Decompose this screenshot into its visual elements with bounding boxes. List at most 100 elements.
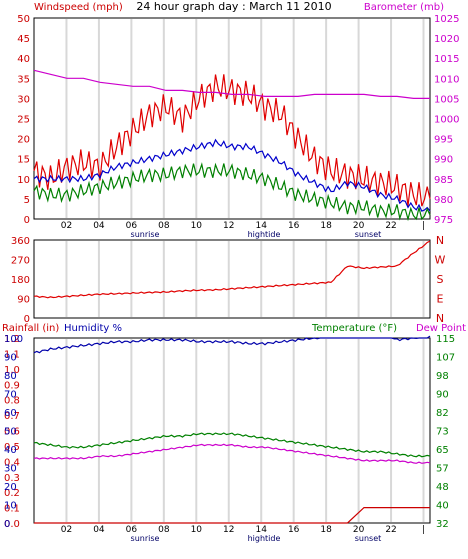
panel3-dew-label: Dew Point <box>416 323 466 334</box>
panel1-time-tick: 10 <box>191 221 203 231</box>
panel1-right-tick: 995 <box>434 135 453 146</box>
panel3-temp-tick: 48 <box>436 482 449 493</box>
panel3-temp-tick: 32 <box>436 519 449 530</box>
panel3-temp-tick: 90 <box>436 390 449 401</box>
panel1-left-tick: 40 <box>17 54 30 65</box>
panel3-series-dewpoint <box>33 443 431 464</box>
panel1-time-tick: 18 <box>320 221 332 231</box>
panel1-time-tick: 08 <box>158 221 170 231</box>
panel3-event-label: sunrise <box>131 534 160 543</box>
panel3-rain-tick: 0.6 <box>4 427 20 438</box>
panel1-time-tick: 02 <box>61 221 72 231</box>
panel1-series-wind-blue <box>33 138 431 212</box>
panel3-frame <box>33 337 431 524</box>
panel1-right-tick: 1010 <box>434 74 459 85</box>
panel1-event-label: hightide <box>248 230 281 239</box>
panel3-humidity-tick: 30 <box>4 464 17 475</box>
panel1-right-tick: 980 <box>434 195 453 206</box>
panel2-right-tick: N <box>436 312 444 325</box>
panel1-time-tick: 16 <box>288 221 300 231</box>
panel3-rain-tick: 0.1 <box>4 504 20 515</box>
panel3-humidity-tick: 70 <box>4 390 17 401</box>
panel3-humidity-tick: 90 <box>4 353 17 364</box>
panel3-time-tick: 06 <box>126 525 138 535</box>
panel3-humidity-tick: 50 <box>4 427 17 438</box>
panel2-left-tick: 0 <box>24 314 30 325</box>
panel3-temp-tick: 98 <box>436 371 449 382</box>
panel1-series-wind-red <box>33 74 431 207</box>
panel3-time-tick: 16 <box>288 525 300 535</box>
panel3-rain-tick: 0.9 <box>4 380 20 391</box>
panel3-time-tick: 20 <box>353 525 365 535</box>
panel1-left-tick: 0 <box>24 215 30 226</box>
panel1-time-tick: 20 <box>353 221 365 231</box>
panel3-humidity-tick: 0 <box>4 519 10 530</box>
panel1-left-tick: 35 <box>17 74 30 85</box>
panel3-time-tick: 12 <box>223 525 234 535</box>
panel3-rain-tick: 0.7 <box>4 411 20 422</box>
panel3-humidity-label: Humidity % <box>64 323 122 334</box>
panel3-rain-tick: 0.2 <box>4 488 20 499</box>
panel3-rain-tick: 0.5 <box>4 442 20 453</box>
panel1-time-tick: | <box>422 221 425 231</box>
panel3-temp-tick: 57 <box>436 464 449 475</box>
panel3-event-label: sunset <box>355 534 382 543</box>
panel1-left-tick: 45 <box>17 34 30 45</box>
panel2-right-tick: E <box>437 293 444 306</box>
panel3-temp-tick: 107 <box>436 353 455 364</box>
panel3-temp-label: Temperature (°F) <box>311 323 397 334</box>
panel3-rain-tick: 0.3 <box>4 473 20 484</box>
panel1-right-tick: 1015 <box>434 54 459 65</box>
panel2-left-tick: 360 <box>11 236 30 247</box>
panel3-temp-tick: 40 <box>436 501 449 512</box>
panel3-series-rain <box>34 507 430 524</box>
panel1-time-tick: 22 <box>385 221 396 231</box>
page-title: 24 hour graph day : March 11 2010 <box>136 0 331 13</box>
panel3-temp-tick: 65 <box>436 445 449 456</box>
panel3-rain-tick: 1.0 <box>4 365 20 376</box>
panel1-left-axis-label: Windspeed (mph) <box>34 2 123 13</box>
panel2-left-tick: 180 <box>11 275 30 286</box>
panel1-series-baro <box>33 69 430 100</box>
panel3-time-tick: 18 <box>320 525 332 535</box>
panel2-right-tick: N <box>436 234 444 247</box>
panel1-right-tick: 1000 <box>434 115 459 126</box>
panel3-humidity-tick: 20 <box>4 482 17 493</box>
panel3-humidity-tick: 80 <box>4 371 17 382</box>
panel1-left-tick: 15 <box>17 155 30 166</box>
panel3-temp-tick: 115 <box>436 334 455 345</box>
panel3-rain-tick: 1.2 <box>4 334 20 345</box>
panel1-right-tick: 1005 <box>434 94 459 105</box>
panel3-series-temperature <box>33 432 431 458</box>
panel1-time-tick: 06 <box>126 221 138 231</box>
panel1-right-tick: 1025 <box>434 14 459 25</box>
panel3-time-tick: 08 <box>158 525 170 535</box>
panel3-temp-tick: 73 <box>436 427 449 438</box>
panel1-right-tick: 1020 <box>434 34 459 45</box>
panel1-time-tick: 12 <box>223 221 234 231</box>
panel3-time-tick: 22 <box>385 525 396 535</box>
panel1-left-tick: 10 <box>17 175 30 186</box>
panel1-time-tick: 04 <box>93 221 105 231</box>
panel3-time-tick: | <box>422 525 425 535</box>
panel3-time-tick: 10 <box>191 525 203 535</box>
panel3-rain-tick: 0.0 <box>4 519 20 530</box>
panel3-rain-tick: 0.4 <box>4 457 20 468</box>
panel1-right-axis-label: Barometer (mb) <box>364 2 444 13</box>
panel1-series-wind-green <box>33 162 431 222</box>
panel3-humidity-tick: 60 <box>4 408 17 419</box>
panel1-left-tick: 5 <box>24 195 30 206</box>
panel2-right-tick: W <box>435 254 446 267</box>
panel3-rain-tick: 1.1 <box>4 349 20 360</box>
panel3-time-tick: 04 <box>93 525 105 535</box>
panel3-humidity-tick: 40 <box>4 445 17 456</box>
panel1-right-tick: 985 <box>434 175 453 186</box>
panel3-rain-label: Rainfall (in) <box>2 323 59 334</box>
panel1-event-label: sunrise <box>131 230 160 239</box>
panel3-humidity-tick: 10 <box>4 501 17 512</box>
panel2-frame <box>33 239 431 319</box>
panel1-right-tick: 990 <box>434 155 453 166</box>
panel2-right-tick: S <box>437 273 444 286</box>
